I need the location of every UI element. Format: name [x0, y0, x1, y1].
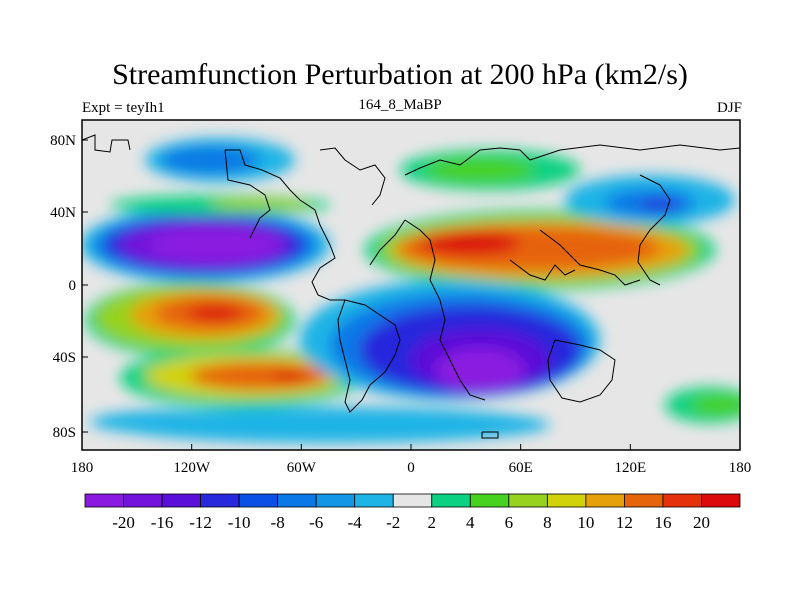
colorbar-label: -12: [189, 513, 212, 532]
lon-tick-label: 60W: [287, 460, 317, 476]
latitude-axis: 80N 40N 0 40S 80S: [50, 133, 88, 441]
lat-tick-label: 40S: [53, 350, 76, 366]
colorbar-swatch: [469, 493, 510, 508]
colorbar-label: -16: [151, 513, 174, 532]
colorbar-label: 12: [616, 513, 633, 532]
lon-tick-label: 120W: [173, 460, 211, 476]
colorbar-swatch: [84, 493, 124, 508]
colorbar-swatch: [392, 493, 433, 508]
experiment-label: Expt = teyIh1: [82, 100, 165, 116]
lat-tick-label: 80N: [50, 133, 76, 149]
lon-tick-label: 180: [729, 460, 752, 476]
colorbar-label: -4: [348, 513, 363, 532]
colorbar-swatch: [161, 493, 201, 508]
colorbar-label: -2: [386, 513, 400, 532]
colorbar-swatch: [585, 493, 625, 508]
plot-title: Streamfunction Perturbation at 200 hPa (…: [112, 58, 688, 91]
colorbar-label: 6: [505, 513, 514, 532]
lon-tick-label: 0: [407, 460, 415, 476]
colorbar-label: -8: [271, 513, 285, 532]
contour-field: [82, 120, 740, 450]
season-label: DJF: [716, 100, 742, 116]
colorbar-label: -20: [112, 513, 135, 532]
colorbar-swatch: [624, 493, 664, 508]
colorbar-label: 2: [428, 513, 437, 532]
colorbar-swatch: [354, 493, 394, 508]
lon-tick-label: 180: [71, 460, 94, 476]
colorbar-swatch: [546, 493, 587, 508]
colorbar-label: 8: [543, 513, 552, 532]
colorbar-label: 4: [466, 513, 475, 532]
lat-tick-label: 80S: [53, 425, 76, 441]
colorbar-swatch: [277, 493, 317, 508]
colorbar-swatch: [431, 493, 471, 508]
lat-tick-label: 40N: [50, 205, 76, 221]
colorbar-label: 10: [577, 513, 594, 532]
colorbar: -20 -16 -12 -10 -8 -6 -4 -2 2 4 6 8 10 12 16 20: [84, 493, 741, 532]
colorbar-swatch: [662, 493, 702, 508]
colorbar-swatch: [508, 493, 548, 508]
case-label: 164_8_MaBP: [358, 97, 442, 113]
lat-tick-label: 0: [69, 278, 77, 294]
colorbar-label: -6: [309, 513, 323, 532]
colorbar-swatch: [238, 493, 279, 508]
colorbar-label: 16: [654, 513, 671, 532]
lon-tick-label: 60E: [509, 460, 533, 476]
colorbar-swatch: [701, 493, 741, 508]
colorbar-swatch: [123, 493, 163, 508]
coastline-outlines: [82, 134, 740, 439]
colorbar-label: -10: [228, 513, 251, 532]
longitude-axis: 180 120W 60W 0 60E 120E 180: [71, 444, 752, 476]
colorbar-swatch: [315, 493, 356, 508]
colorbar-swatch: [200, 493, 240, 508]
lon-tick-label: 120E: [614, 460, 646, 476]
colorbar-label: 20: [693, 513, 710, 532]
